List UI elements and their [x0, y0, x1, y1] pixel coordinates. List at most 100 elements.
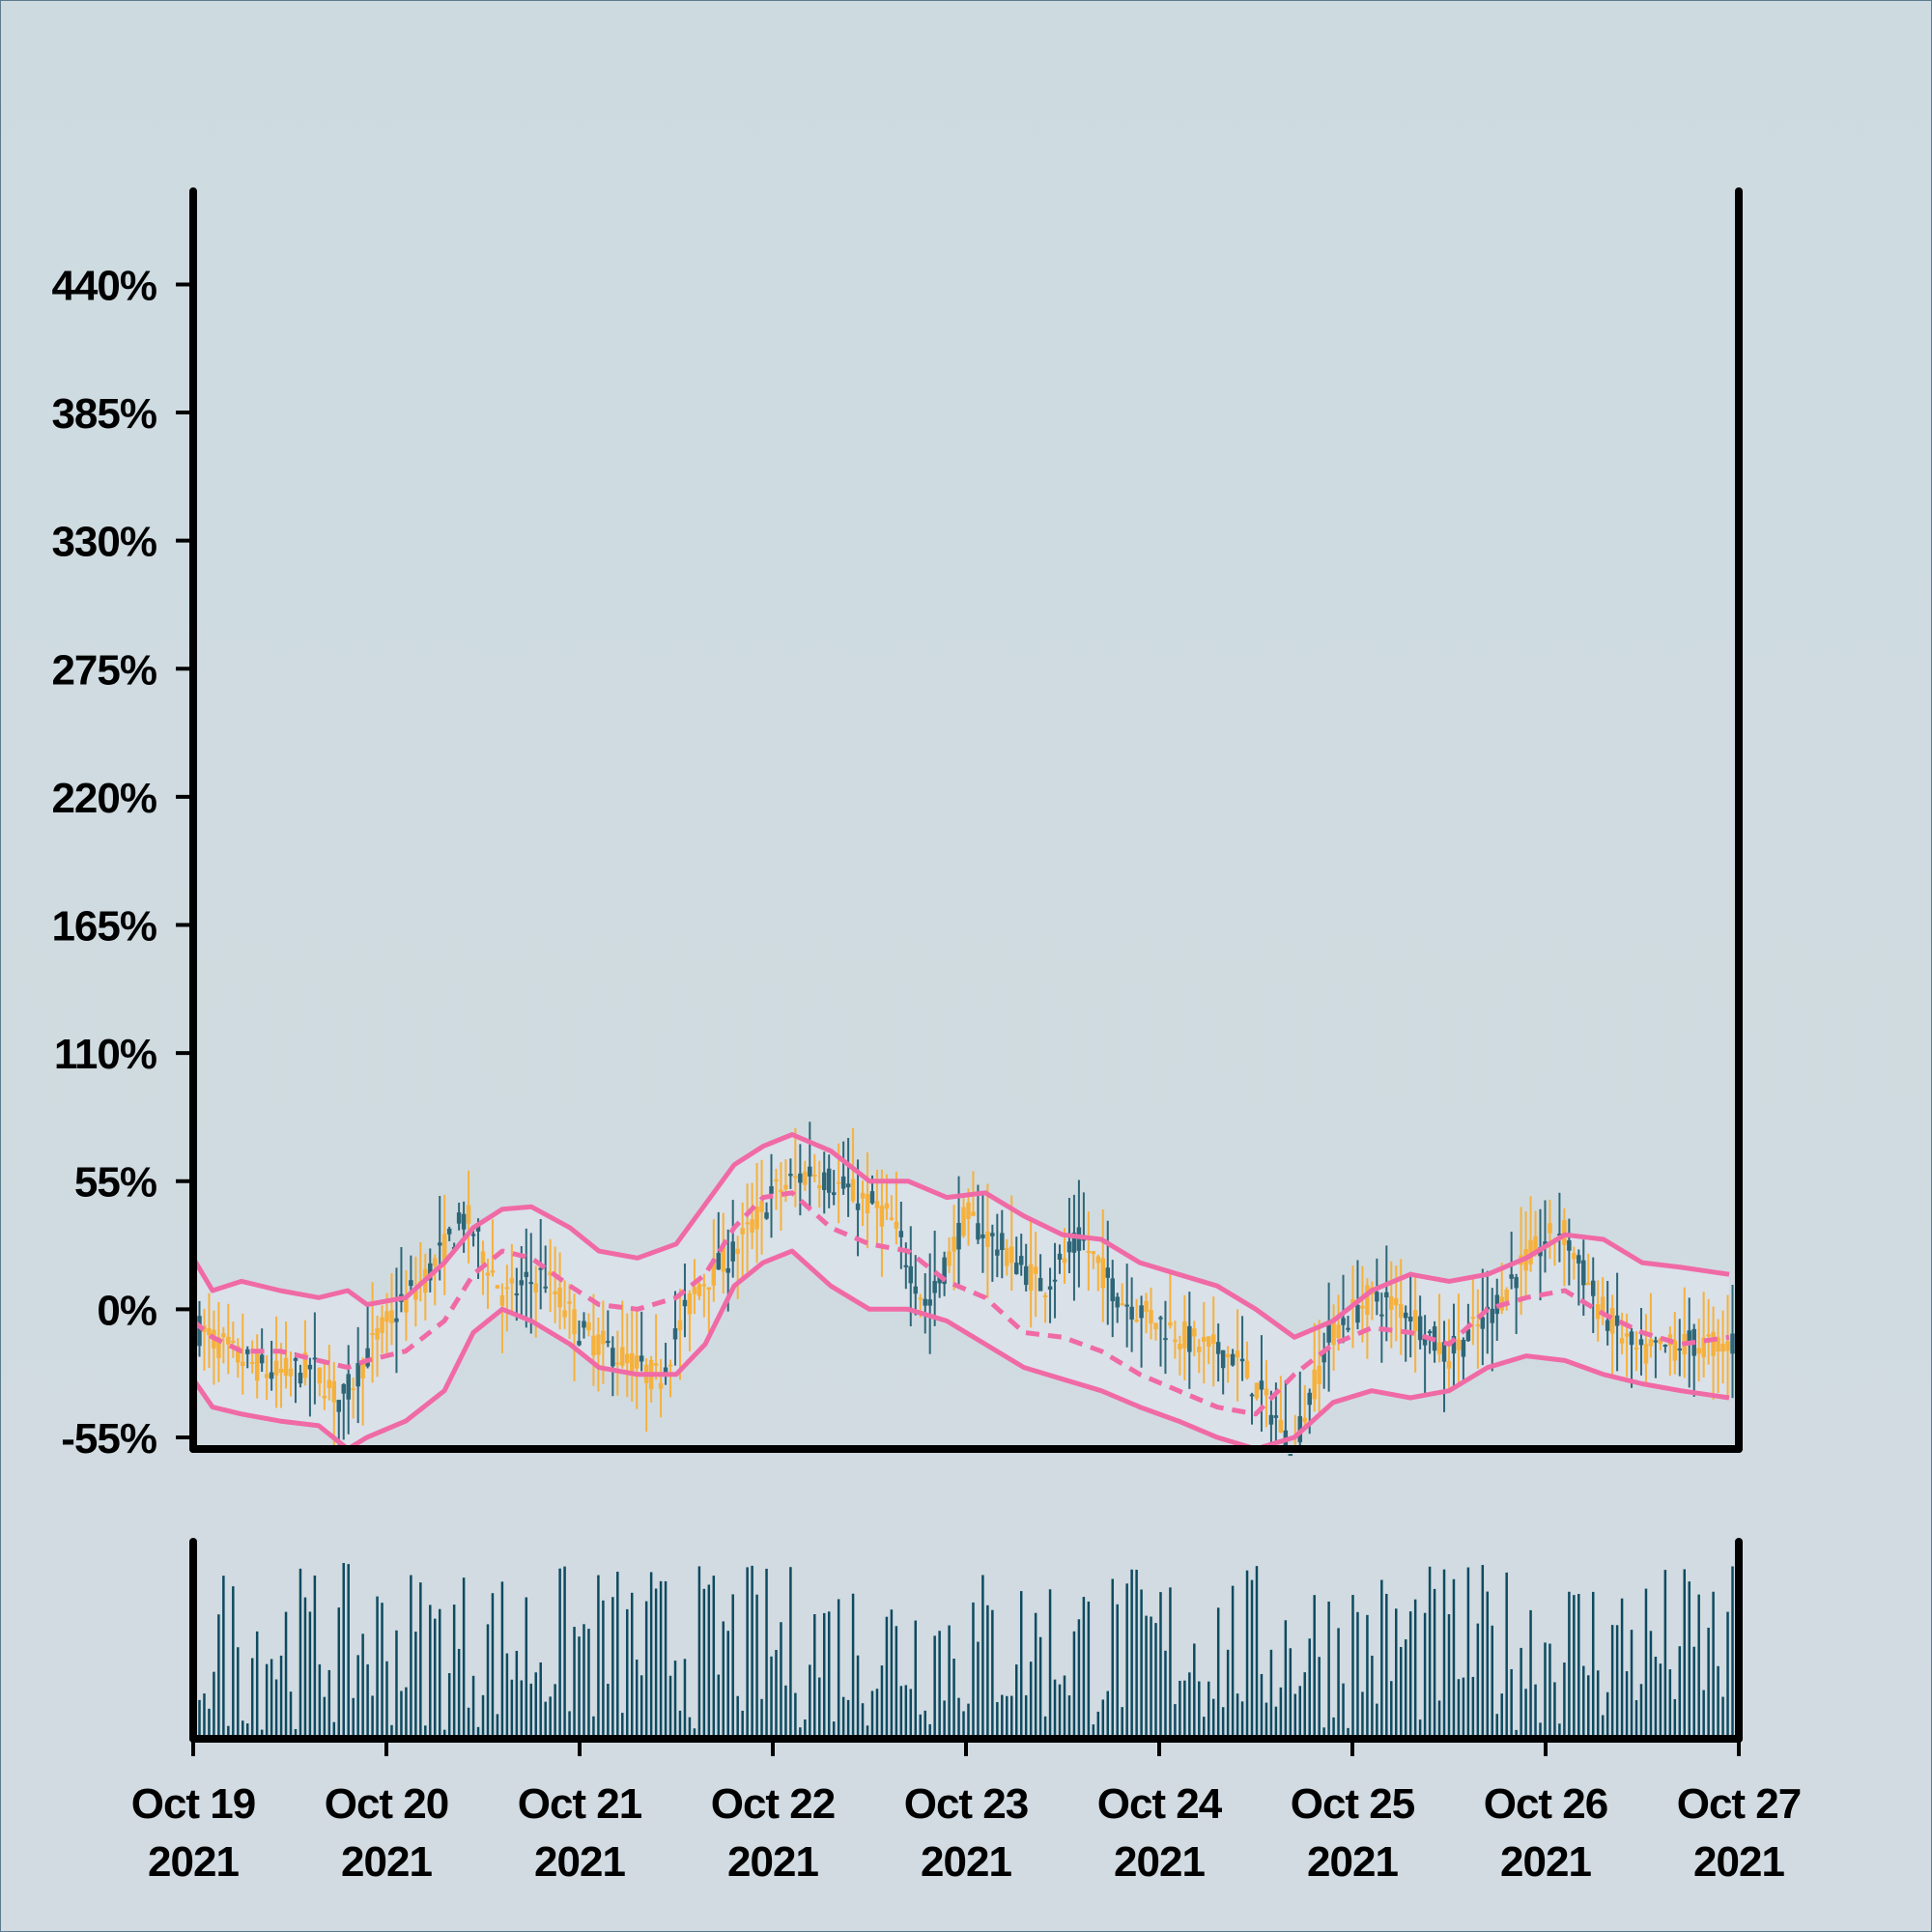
volume-bar — [203, 1693, 206, 1739]
volume-bar — [784, 1685, 787, 1739]
candle-body — [745, 1222, 750, 1225]
volume-bar — [804, 1719, 807, 1739]
volume-bar — [885, 1616, 889, 1739]
candle-body — [1153, 1322, 1158, 1330]
x-tick-label-date: Oct 26 — [1484, 1780, 1608, 1828]
candle-body — [1403, 1312, 1408, 1319]
volume-bar — [1038, 1636, 1042, 1739]
candle-body — [1244, 1360, 1250, 1378]
volume-bar — [1702, 1690, 1705, 1739]
volume-bar — [943, 1700, 946, 1739]
volume-bar — [919, 1714, 922, 1739]
volume-bar — [1649, 1631, 1653, 1739]
candle-body — [668, 1364, 673, 1367]
candle-body — [1609, 1308, 1615, 1334]
volume-bar — [1495, 1714, 1498, 1739]
candle-body — [625, 1353, 630, 1364]
volume-bar — [1692, 1646, 1695, 1739]
volume-bar — [1721, 1696, 1724, 1739]
candle-body — [783, 1184, 788, 1190]
volume-bar — [337, 1607, 341, 1739]
volume-bar — [765, 1568, 768, 1739]
volume-bar — [832, 1721, 836, 1739]
x-tick-label-year: 2021 — [1500, 1838, 1591, 1886]
candle-body — [1389, 1296, 1394, 1310]
volume-bar — [827, 1611, 831, 1739]
volume-bar — [1376, 1703, 1378, 1739]
volume-panel: Oct 19 2021 Oct 20 2021 Oct 21 2021 Oct 22 2021… — [131, 1538, 1802, 1886]
volume-bar — [491, 1593, 495, 1739]
candle-body — [1192, 1328, 1197, 1337]
y-tick-label: 275% — [51, 646, 156, 694]
candle-body — [808, 1166, 812, 1177]
candle-body — [514, 1293, 520, 1295]
volume-bar — [260, 1729, 264, 1739]
x-tick-label-year: 2021 — [1307, 1838, 1398, 1886]
volume-bar — [851, 1593, 855, 1739]
candle-body — [254, 1352, 260, 1381]
volume-bar — [957, 1697, 960, 1739]
candle-body — [1687, 1330, 1691, 1345]
y-tick-label: 330% — [51, 519, 156, 566]
candle-body — [1658, 1338, 1663, 1345]
volume-bar — [611, 1597, 614, 1739]
candle-body — [538, 1267, 543, 1270]
candle-body — [831, 1192, 837, 1196]
candle-body — [1013, 1263, 1019, 1274]
candle-body — [730, 1241, 735, 1262]
volume-bars — [198, 1563, 1734, 1739]
volume-bar — [654, 1588, 658, 1739]
candle-body — [788, 1174, 793, 1177]
candle-body — [1490, 1308, 1495, 1323]
price-panel-axes — [189, 187, 1743, 1453]
volume-bar — [496, 1714, 499, 1739]
volume-bar — [1255, 1566, 1259, 1739]
candle-body — [485, 1272, 491, 1276]
volume-bar — [245, 1723, 249, 1739]
volume-bar — [1216, 1607, 1220, 1739]
volume-bar — [1615, 1625, 1619, 1739]
candle-body — [1605, 1320, 1610, 1331]
candle-body — [461, 1213, 467, 1230]
volume-bar — [208, 1708, 211, 1739]
candle-body — [1134, 1320, 1139, 1322]
candle-body — [1023, 1265, 1029, 1286]
volume-bar — [1183, 1680, 1186, 1739]
candle-body — [341, 1384, 346, 1394]
volume-bar — [385, 1661, 388, 1739]
volume-bar — [361, 1634, 364, 1739]
volume-bar — [486, 1624, 490, 1739]
volume-bar — [1092, 1724, 1095, 1739]
candle-body — [236, 1346, 241, 1363]
volume-bar — [237, 1647, 240, 1739]
candle-body — [701, 1284, 707, 1287]
volume-bar — [904, 1685, 908, 1739]
volume-bar — [1077, 1619, 1081, 1739]
volume-bar — [1188, 1672, 1191, 1739]
candle-body — [1259, 1380, 1264, 1390]
volume-bar — [1140, 1589, 1143, 1739]
volume-bar — [597, 1575, 600, 1739]
candle-body — [288, 1368, 294, 1377]
volume-bar — [1452, 1578, 1456, 1739]
candle-body — [1346, 1327, 1350, 1330]
volume-bar — [1298, 1686, 1302, 1739]
candle-body — [384, 1311, 389, 1322]
volume-bar — [447, 1673, 451, 1739]
candle-body — [1577, 1255, 1581, 1264]
x-tick-label-date: Oct 23 — [904, 1780, 1029, 1828]
volume-bar — [390, 1724, 393, 1739]
candle-body — [331, 1380, 337, 1403]
candle-body — [548, 1271, 553, 1276]
candle-body — [293, 1358, 298, 1361]
volume-bar — [1106, 1690, 1110, 1739]
volume-bar — [1318, 1657, 1321, 1739]
volume-bar — [938, 1631, 941, 1739]
volume-bar — [1505, 1572, 1508, 1739]
y-tick-label: 55% — [74, 1159, 156, 1207]
volume-bar — [1179, 1680, 1181, 1739]
candle-body — [490, 1270, 496, 1273]
candle-body — [1600, 1296, 1605, 1315]
volume-bar — [1221, 1707, 1225, 1739]
candle-body — [1341, 1318, 1346, 1325]
